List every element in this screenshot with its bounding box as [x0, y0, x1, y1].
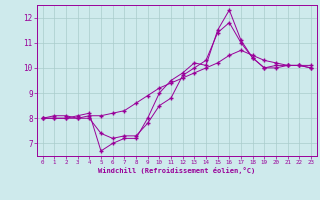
X-axis label: Windchill (Refroidissement éolien,°C): Windchill (Refroidissement éolien,°C) — [98, 167, 255, 174]
